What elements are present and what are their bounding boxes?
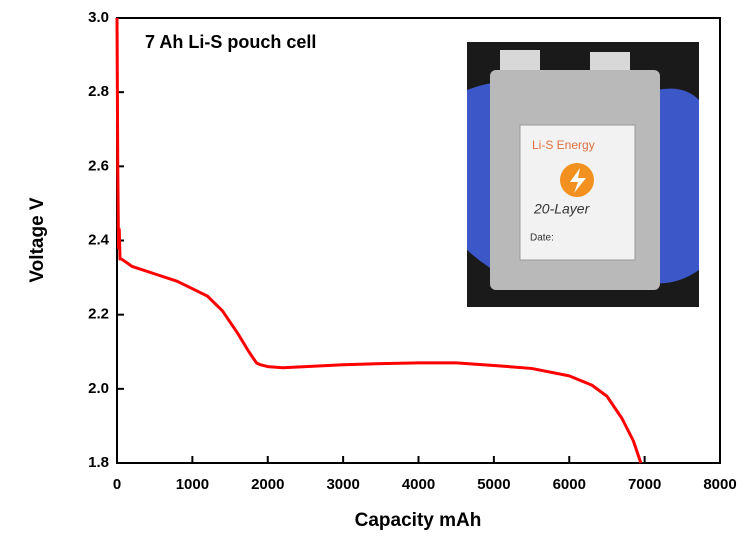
x-axis-title: Capacity mAh — [355, 510, 482, 531]
x-tick-label: 2000 — [251, 476, 284, 493]
x-tick-label: 8000 — [703, 476, 736, 493]
x-tick-label: 5000 — [477, 476, 510, 493]
y-tick-label: 2.2 — [88, 306, 109, 323]
photo-label: Date: — [530, 233, 554, 244]
y-tick-label: 2.4 — [88, 231, 110, 248]
photo-inset: Li-S Energy 20-Layer Date: — [467, 42, 699, 307]
x-tick-label: 4000 — [402, 476, 435, 493]
y-tick-label: 1.8 — [88, 454, 109, 471]
x-tick-label: 0 — [113, 476, 121, 493]
y-tick-label: 2.6 — [88, 157, 109, 174]
x-tick-label: 7000 — [628, 476, 661, 493]
photo-label: Li-S Energy — [532, 138, 595, 152]
annotation: 7 Ah Li-S pouch cell — [145, 32, 316, 52]
photo-label: 20-Layer — [533, 201, 591, 217]
x-tick-label: 1000 — [176, 476, 209, 493]
x-tick-label: 6000 — [553, 476, 586, 493]
y-axis-title: Voltage V — [27, 197, 48, 282]
y-tick-label: 2.0 — [88, 380, 109, 397]
chart: Capacity mAh Voltage V 7 Ah Li-S pouch c… — [0, 0, 749, 536]
y-tick-label: 3.0 — [88, 9, 109, 26]
x-tick-label: 3000 — [326, 476, 359, 493]
y-tick-label: 2.8 — [88, 83, 109, 100]
